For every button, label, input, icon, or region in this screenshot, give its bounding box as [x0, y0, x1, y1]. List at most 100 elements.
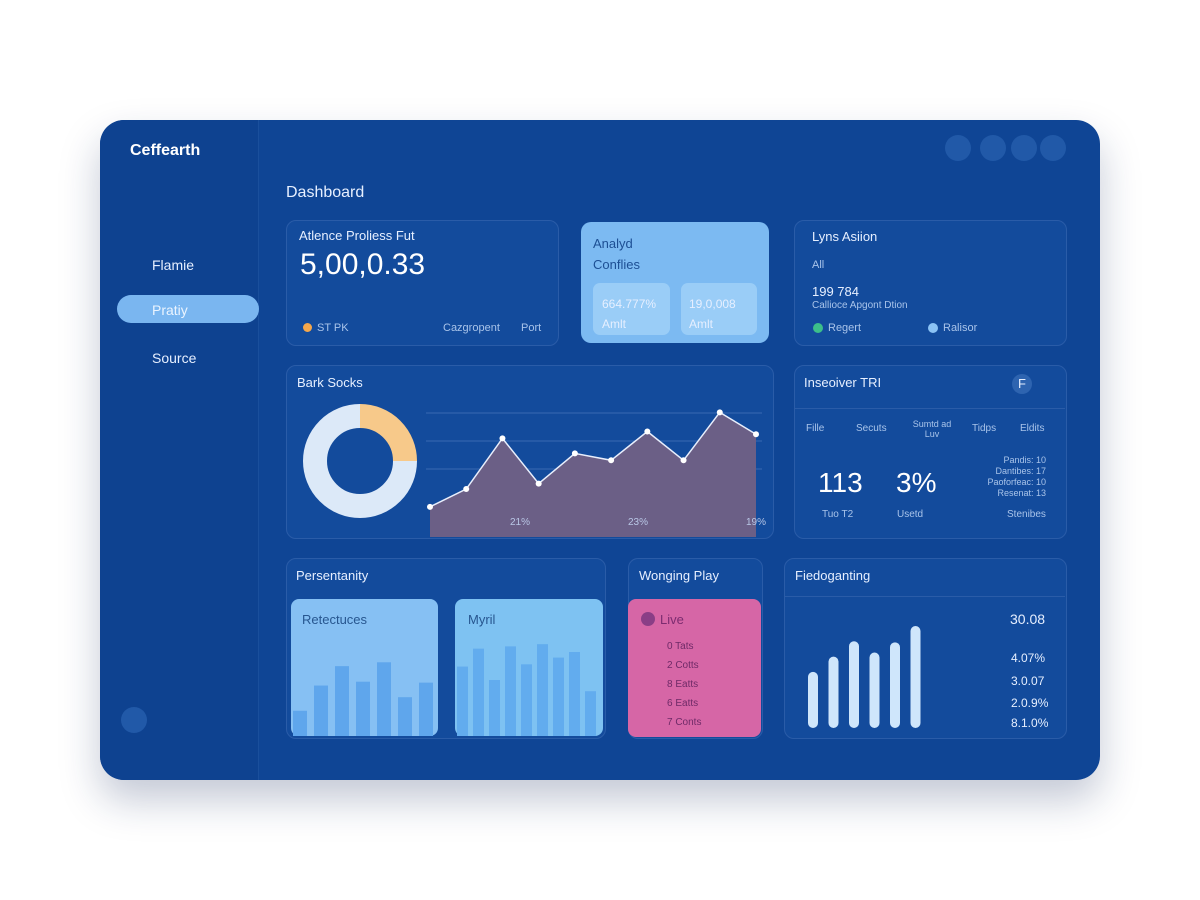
card-title: Inseoiver TRI	[804, 375, 882, 390]
bar	[398, 697, 412, 736]
panel-title: Retectuces	[302, 612, 368, 627]
bar	[537, 644, 548, 736]
filter-button[interactable]: F	[1012, 374, 1032, 394]
footer: Stenibes	[1007, 509, 1046, 520]
bar	[569, 652, 580, 736]
bar	[335, 666, 349, 736]
donut-segment	[303, 404, 417, 518]
back-button[interactable]	[121, 707, 147, 733]
x-label: 23%	[628, 517, 648, 528]
list-item: 8 Eatts	[667, 679, 699, 690]
point	[535, 480, 542, 487]
bar	[377, 662, 391, 736]
crumb[interactable]: Port	[521, 322, 542, 334]
value: 4.07%	[1011, 651, 1046, 665]
caption: Callioce Apgont Dtion	[812, 300, 908, 311]
tile-label: Amlt	[689, 317, 713, 331]
bar	[356, 681, 370, 736]
card-title: Bark Socks	[297, 375, 363, 390]
value: 199 784	[812, 284, 859, 299]
list-item: 2 Cotts	[667, 660, 699, 671]
area	[430, 412, 756, 537]
tile	[593, 283, 670, 335]
bar	[828, 656, 839, 728]
value: 30.08	[1010, 611, 1046, 627]
point	[680, 457, 687, 464]
bar	[505, 646, 516, 736]
bar	[585, 691, 596, 736]
tile-value: 19,0,008	[689, 297, 736, 311]
card-title: Fiedoganting	[795, 568, 871, 583]
column: Eldits	[1020, 423, 1045, 434]
live-label: Live	[660, 612, 684, 627]
bar	[419, 682, 433, 736]
bar	[869, 652, 880, 728]
bar-chart	[457, 644, 596, 736]
bar	[457, 666, 468, 736]
panel-title: Myril	[468, 612, 496, 627]
bar	[489, 680, 500, 736]
brand: Ceffearth	[130, 142, 201, 159]
point	[499, 435, 506, 442]
bar-chart	[293, 662, 433, 736]
bar-chart	[808, 626, 921, 728]
column: Secuts	[856, 423, 887, 434]
point	[571, 450, 578, 457]
legend-dot	[928, 323, 938, 333]
bar	[314, 685, 328, 736]
icon-button[interactable]	[1011, 135, 1037, 161]
bar	[553, 657, 564, 736]
tile	[681, 283, 757, 335]
list-item: 6 Eatts	[667, 698, 699, 709]
list-item: Resenat: 13	[997, 488, 1046, 498]
legend: ST PK	[317, 322, 349, 334]
tile-label: Amlt	[602, 317, 626, 331]
point	[753, 431, 759, 438]
column: Sumtd ad Luv	[912, 419, 952, 439]
value: 2.0.9%	[1011, 696, 1049, 710]
nav-item[interactable]: Flamie	[152, 257, 195, 273]
sidebar	[100, 120, 259, 780]
stat-value: 3%	[896, 467, 937, 498]
point	[644, 428, 651, 435]
tile-value: 664.777%	[602, 297, 657, 311]
nav-item[interactable]: Source	[152, 350, 197, 366]
bar	[293, 710, 307, 736]
point	[608, 457, 615, 464]
icon-button[interactable]	[945, 135, 971, 161]
legend-dot	[813, 323, 823, 333]
nav-item[interactable]: Pratiy	[152, 302, 188, 318]
point	[716, 409, 723, 416]
card	[784, 558, 1067, 739]
bar	[849, 641, 859, 728]
sales-chart: 21% 23% 19%	[303, 404, 766, 537]
filter[interactable]: All	[812, 259, 825, 271]
bar	[910, 626, 921, 728]
bar	[473, 648, 484, 736]
crumb[interactable]: Cazgropent	[443, 322, 500, 334]
live-icon	[641, 612, 655, 626]
card-title: Atlence Proliess Fut	[299, 228, 415, 243]
column: Tidps	[972, 423, 997, 434]
bar	[521, 664, 532, 736]
stat-label: Usetd	[897, 509, 924, 520]
card-title: Analyd	[593, 236, 633, 251]
legend-dot	[303, 323, 312, 332]
list-item: 7 Conts	[667, 717, 702, 728]
divider	[795, 408, 1065, 409]
big-value: 5,00,0.33	[300, 248, 426, 281]
card	[286, 220, 559, 346]
list-item: Paoforfeac: 10	[987, 477, 1046, 487]
nav-active	[117, 295, 259, 323]
icon-button[interactable]	[1040, 135, 1066, 161]
x-label: 21%	[510, 517, 530, 528]
column: Fille	[806, 423, 825, 434]
line	[429, 411, 757, 508]
card-subtitle: Conflies	[593, 257, 640, 272]
stat-label: Tuo T2	[822, 509, 854, 520]
value: 8.1.0%	[1011, 716, 1049, 730]
icon-button[interactable]	[980, 135, 1006, 161]
list-item: Dantibes: 17	[995, 466, 1046, 476]
card	[794, 365, 1067, 539]
